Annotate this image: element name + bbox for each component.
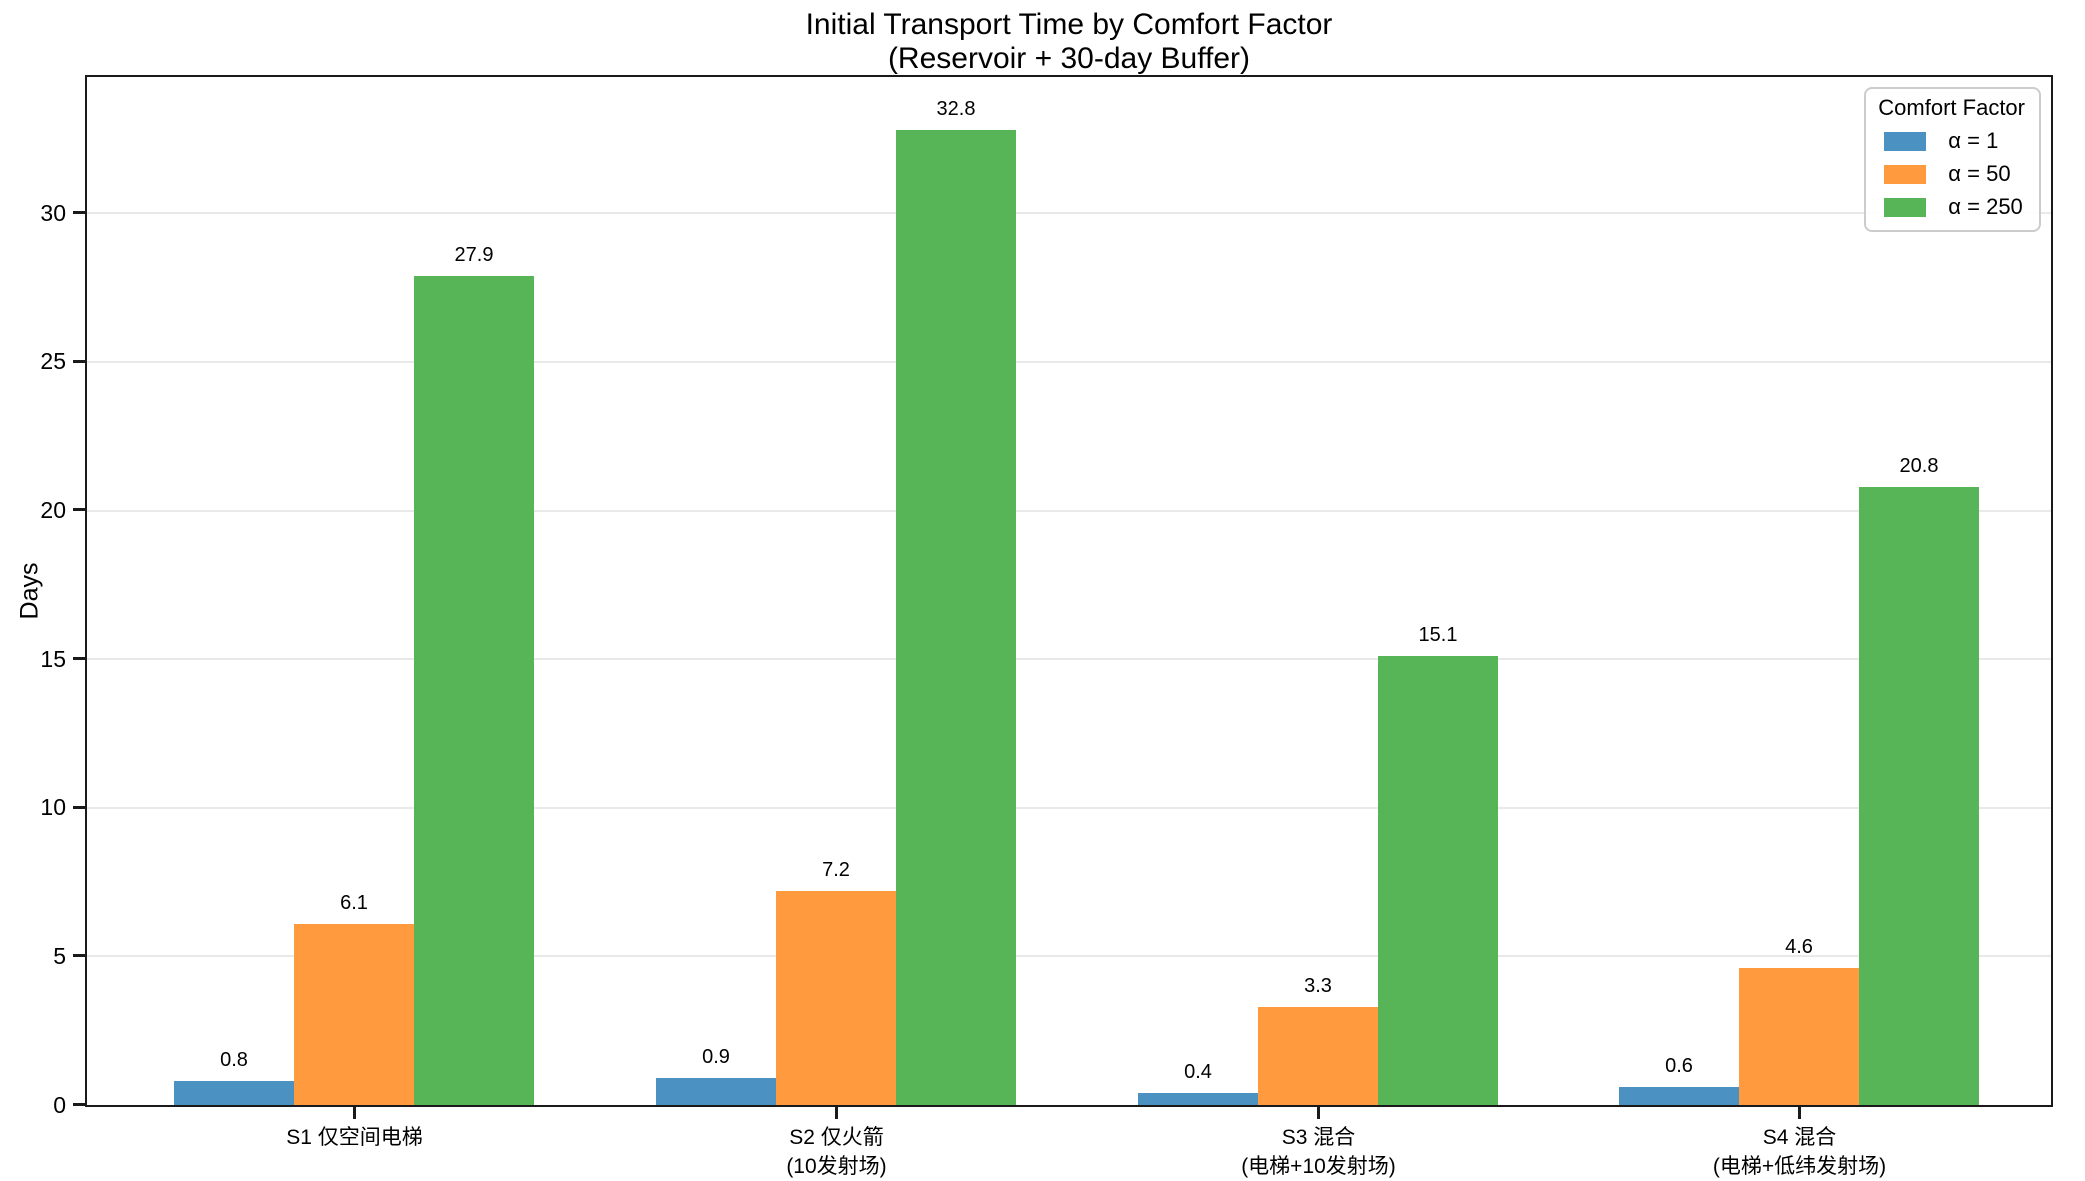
bar-α=1-group3 <box>1138 1093 1258 1105</box>
legend-entry-label: α = 1 <box>1948 128 1999 153</box>
legend-swatch <box>1884 197 1927 217</box>
gridline <box>87 806 2051 809</box>
y-tick-label: 20 <box>40 496 66 523</box>
x-category-label: S3 混合 (电梯+10发射场) <box>1241 1126 1396 1178</box>
bar-α=50-group4 <box>1739 968 1859 1105</box>
legend-entry: α = 250 <box>1878 194 2025 220</box>
bar-α=250-group1 <box>414 275 534 1105</box>
bar-value-label: 0.6 <box>1665 1055 1693 1078</box>
legend-entry-label: α = 250 <box>1948 194 2023 219</box>
x-tick-mark <box>835 1107 838 1119</box>
gridline <box>87 955 2051 958</box>
gridline <box>87 212 2051 215</box>
gridline <box>87 360 2051 363</box>
y-tick-label: 10 <box>40 794 66 821</box>
bar-value-label: 15.1 <box>1418 624 1458 647</box>
bar-value-label: 4.6 <box>1785 936 1813 959</box>
plot-area: Comfort Factor α = 1 α = 50 α = 250 0.8 0.9… <box>85 75 2053 1107</box>
y-tick-label: 0 <box>53 1091 66 1118</box>
y-tick-mark <box>73 1103 85 1106</box>
legend-entries: α = 1 α = 50 α = 250 <box>1878 128 2025 220</box>
bar-value-label: 32.8 <box>936 98 976 121</box>
y-tick-label: 15 <box>40 645 66 672</box>
bar-value-label: 20.8 <box>1899 454 1939 477</box>
y-tick-mark <box>73 805 85 809</box>
chart-title-line1: Initial Transport Time by Comfort Factor <box>805 8 1333 41</box>
bar-α=50-group3 <box>1258 1006 1378 1105</box>
bar-α=250-group2 <box>896 130 1016 1105</box>
gridline <box>87 658 2051 661</box>
x-tick-mark <box>1317 1107 1320 1119</box>
y-tick-mark <box>73 211 85 215</box>
legend-swatch <box>1884 131 1927 151</box>
legend-entry: α = 50 <box>1878 161 2025 187</box>
bar-value-label: 27.9 <box>454 243 494 266</box>
gridline <box>87 509 2051 512</box>
x-category-label: S1 仅空间电梯 <box>286 1126 423 1149</box>
bar-value-label: 0.9 <box>702 1046 730 1069</box>
x-tick-mark <box>1798 1107 1801 1119</box>
bar-α=250-group3 <box>1378 656 1498 1105</box>
bar-α=50-group2 <box>776 890 896 1105</box>
bar-value-label: 6.1 <box>340 891 368 914</box>
y-tick-mark <box>73 954 85 958</box>
legend-entry-label: α = 50 <box>1948 161 2011 186</box>
bar-value-label: 7.2 <box>822 858 850 881</box>
y-tick-mark <box>73 359 85 363</box>
x-category-label: S4 混合 (电梯+低纬发射场) <box>1712 1126 1887 1178</box>
chart-title-line2: (Reservoir + 30-day Buffer) <box>887 42 1251 75</box>
x-category-label: S2 仅火箭 (10发射场) <box>786 1126 887 1178</box>
bar-value-label: 0.4 <box>1184 1061 1212 1084</box>
y-tick-mark <box>73 508 85 512</box>
y-tick-label: 25 <box>40 348 66 375</box>
legend: Comfort Factor α = 1 α = 50 α = 250 <box>1864 87 2041 232</box>
legend-title: Comfort Factor <box>1878 95 2025 120</box>
x-tick-mark <box>353 1107 356 1119</box>
legend-entry: α = 1 <box>1878 128 2025 154</box>
bar-α=1-group1 <box>174 1081 294 1105</box>
bar-α=1-group4 <box>1619 1087 1739 1105</box>
chart-title: Initial Transport Time by Comfort Factor… <box>85 8 2053 76</box>
bar-α=250-group4 <box>1859 486 1979 1105</box>
bar-value-label: 3.3 <box>1304 974 1332 997</box>
bar-value-label: 0.8 <box>220 1049 248 1072</box>
y-tick-label: 5 <box>53 942 66 969</box>
legend-swatch <box>1884 164 1927 184</box>
y-tick-label: 30 <box>40 199 66 226</box>
y-axis-label: Days <box>15 562 44 620</box>
bar-α=50-group1 <box>294 923 414 1105</box>
bar-α=1-group2 <box>656 1078 776 1105</box>
y-tick-mark <box>73 657 85 661</box>
